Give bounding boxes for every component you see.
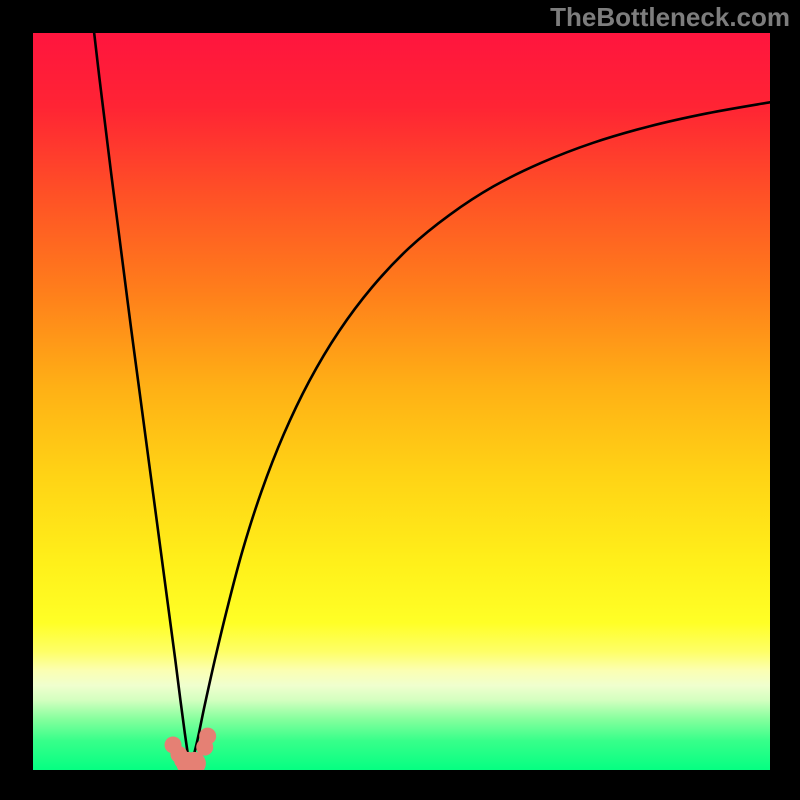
chart-svg bbox=[33, 33, 770, 770]
marker-point bbox=[199, 728, 216, 745]
watermark-text: TheBottleneck.com bbox=[550, 2, 790, 33]
gradient-background bbox=[33, 33, 770, 770]
chart-area bbox=[33, 33, 770, 770]
